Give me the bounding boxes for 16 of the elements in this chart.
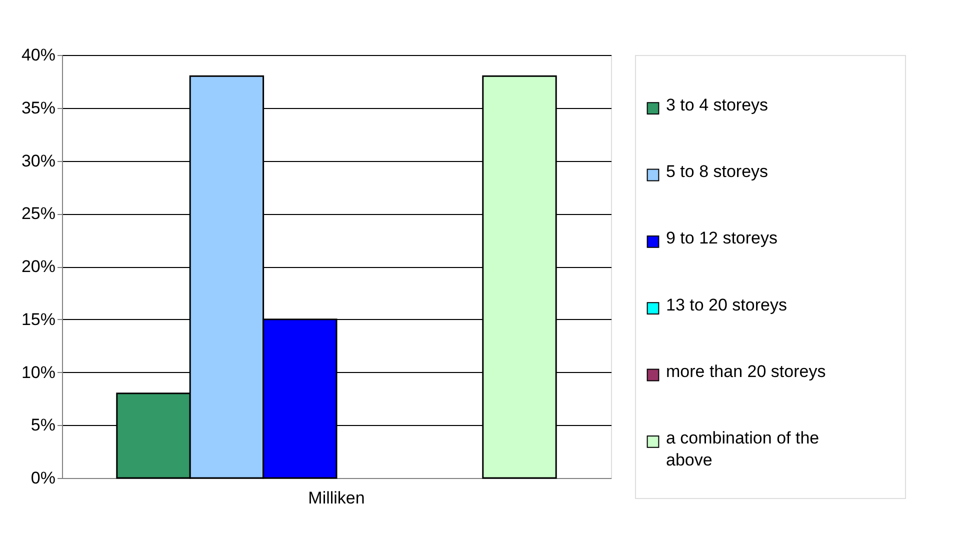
y-tick-label: 35% — [21, 98, 56, 118]
y-tick-label: 20% — [21, 257, 56, 276]
legend-label: 13 to 20 storeys — [666, 295, 787, 314]
y-tick-label: 30% — [21, 151, 56, 170]
x-tick-label: Milliken — [308, 488, 365, 508]
legend-label: a combination of the above — [666, 428, 820, 470]
legend-label: 3 to 4 storeys — [666, 95, 768, 114]
y-tick-label: 5% — [30, 416, 56, 435]
y-tick-label: 10% — [21, 362, 56, 382]
y-tick-label: 15% — [21, 310, 56, 329]
legend-label: 9 to 12 storeys — [666, 228, 778, 248]
y-tick-label: 40% — [21, 46, 56, 64]
y-tick-label: 0% — [30, 468, 56, 488]
legend-label: more than 20 storeys — [666, 362, 826, 381]
y-tick-label: 25% — [21, 204, 56, 224]
legend-label: 5 to 8 storeys — [666, 162, 768, 181]
